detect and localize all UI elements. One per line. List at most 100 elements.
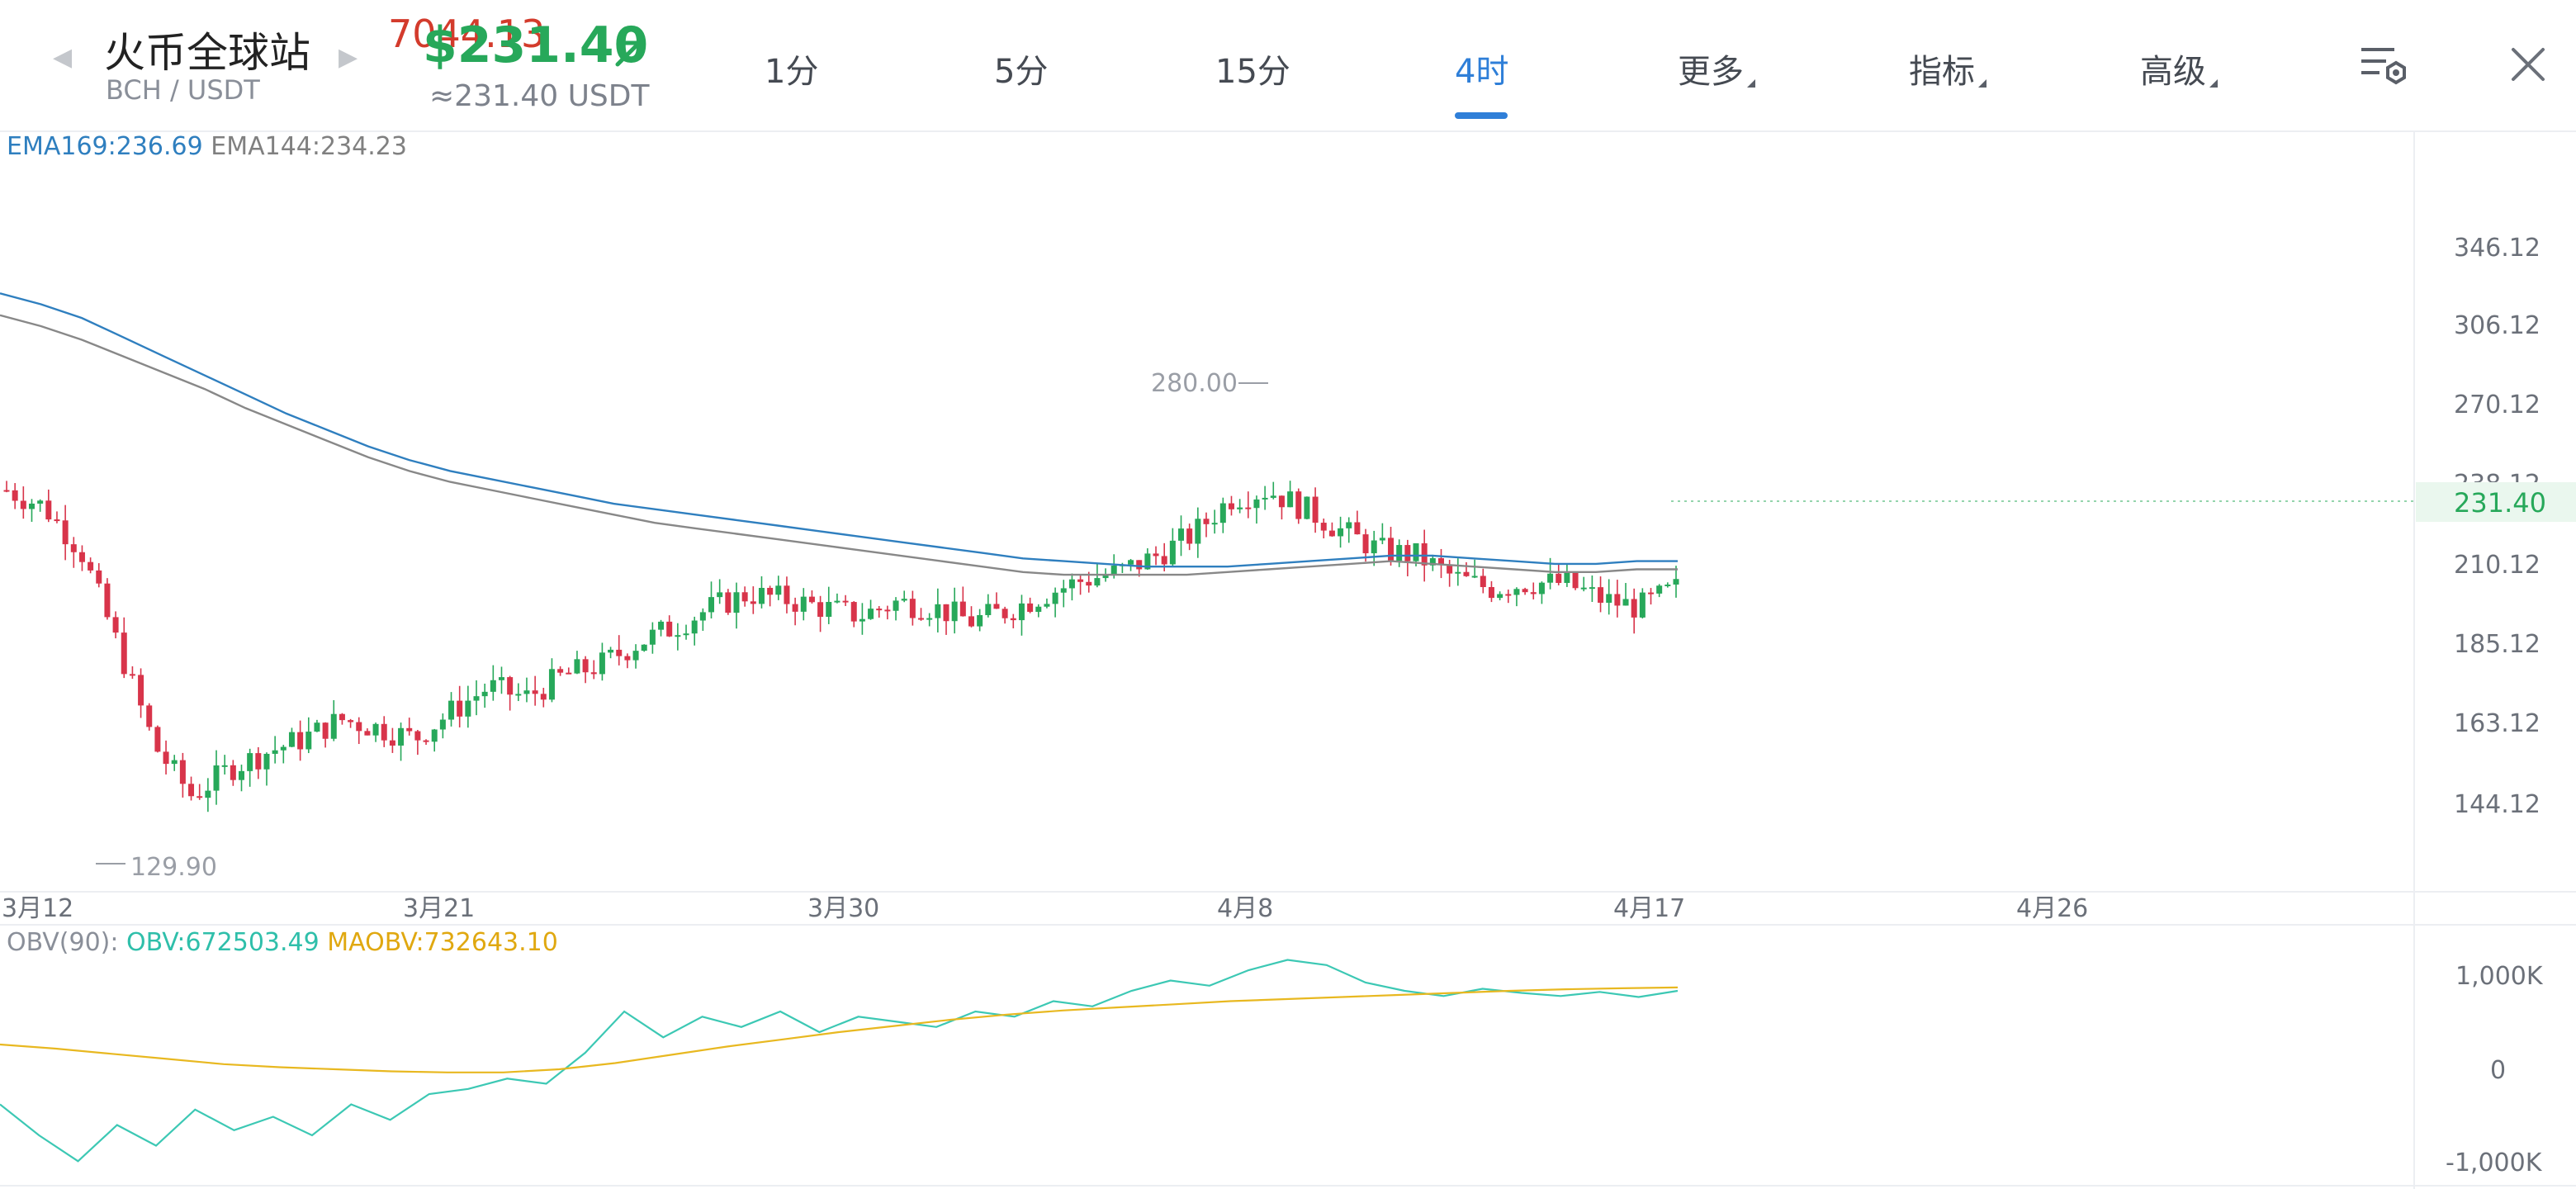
price-tick: 163.12 — [2454, 709, 2540, 738]
candle-body — [658, 621, 665, 630]
candle-body — [54, 519, 60, 522]
candle-body — [725, 592, 732, 613]
date-tick: 3月30 — [807, 894, 879, 923]
tab-5min[interactable]: 5分 — [994, 53, 1049, 91]
candle-body — [1027, 603, 1034, 613]
ema-legend: EMA169:236.69 EMA144:234.23 — [7, 132, 407, 161]
current-price-label: 231.40 — [2454, 487, 2546, 519]
ema-lines-layer — [0, 292, 1678, 576]
maobv-line — [0, 986, 1679, 1073]
candle-body — [1018, 603, 1025, 621]
candle-body — [859, 618, 865, 622]
candle-body — [1388, 538, 1395, 561]
candle-body — [1480, 576, 1486, 588]
price-usdt-equivalent: ≈231.40 USDT — [429, 79, 650, 113]
trading-pair-label: BCH / USDT — [106, 74, 260, 106]
tab-more[interactable]: 更多 — [1678, 45, 1755, 92]
candle-body — [1245, 507, 1252, 509]
candle-body — [381, 723, 387, 741]
candle-body — [62, 520, 69, 545]
candle-body — [221, 765, 228, 767]
candle-body — [1413, 542, 1419, 561]
prev-market-icon[interactable]: ◀ — [53, 43, 73, 72]
candle-body — [1320, 523, 1327, 531]
close-icon[interactable] — [2510, 46, 2546, 83]
tab-more-label: 更多 — [1678, 53, 1744, 91]
candle-body — [70, 544, 77, 552]
candle-body — [1211, 523, 1218, 525]
obv-tick: -1,000K — [2446, 1149, 2543, 1177]
dropdown-corner-icon — [2209, 79, 2218, 88]
candle-body — [389, 740, 395, 746]
tab-4h[interactable]: 4时 — [1455, 53, 1509, 91]
candle-body — [1086, 581, 1092, 586]
candle-body — [918, 618, 925, 620]
candle-body — [431, 729, 438, 742]
candle-body — [163, 751, 169, 765]
candle-body — [138, 675, 144, 706]
candle-body — [1488, 587, 1494, 599]
candle-body — [121, 632, 127, 675]
candle-body — [305, 732, 312, 750]
candle-body — [37, 500, 44, 504]
candle-body — [280, 746, 286, 751]
candle-body — [197, 796, 203, 798]
candle-body — [1228, 503, 1234, 509]
candle-body — [1614, 594, 1621, 606]
candle-body — [1538, 582, 1545, 594]
candle-body — [758, 587, 765, 604]
candle-body — [498, 677, 504, 680]
candle-body — [523, 690, 530, 694]
candle-body — [1094, 578, 1101, 586]
current-price-tag — [2416, 482, 2576, 522]
candle-body — [1463, 571, 1470, 576]
candle-body — [1404, 545, 1411, 561]
candle-body — [1312, 496, 1319, 523]
candle-body — [1203, 519, 1210, 524]
ema169-legend: EMA169:236.69 — [7, 132, 203, 161]
candle-body — [1346, 522, 1352, 528]
candle-body — [775, 585, 782, 595]
candle-body — [339, 713, 345, 721]
maobv-value: MAOBV:732643.10 — [327, 928, 558, 957]
candle-body — [574, 659, 580, 674]
candle-body — [263, 753, 270, 770]
candles-layer — [3, 481, 1679, 812]
tab-15min[interactable]: 15分 — [1215, 53, 1290, 91]
candle-body — [1421, 542, 1428, 566]
obv-title: OBV(90): — [7, 928, 119, 957]
tab-1min[interactable]: 1分 — [765, 53, 819, 91]
candle-body — [666, 621, 673, 637]
candle-body — [540, 694, 547, 700]
candle-body — [943, 604, 949, 622]
candle-body — [717, 592, 723, 598]
candle-body — [624, 656, 631, 661]
candle-body — [1429, 558, 1436, 566]
tab-advanced[interactable]: 高级 — [2140, 45, 2218, 92]
candle-body — [288, 732, 295, 747]
candle-body — [465, 700, 471, 717]
candle-body — [297, 732, 304, 750]
candle-body — [566, 672, 572, 675]
candle-body — [330, 713, 337, 739]
candle-body — [1547, 573, 1554, 583]
candle-body — [1379, 538, 1385, 541]
candle-body — [1060, 588, 1067, 593]
candle-body — [448, 700, 455, 720]
candle-body — [699, 612, 706, 621]
candle-body — [1002, 609, 1008, 618]
candle-body — [608, 649, 614, 653]
tab-indicators[interactable]: 指标 — [1909, 45, 1986, 92]
candle-body — [784, 585, 790, 604]
candle-body — [741, 592, 748, 602]
candle-body — [356, 722, 362, 732]
chart-settings-icon[interactable] — [2358, 43, 2411, 89]
candle-body — [1304, 496, 1310, 519]
obv-tick: 0 — [2490, 1056, 2506, 1085]
candle-body — [1295, 491, 1302, 519]
candle-body — [45, 500, 52, 520]
next-market-icon[interactable]: ▶ — [339, 43, 358, 72]
candle-body — [1237, 507, 1243, 509]
obv-line — [0, 959, 1679, 1163]
